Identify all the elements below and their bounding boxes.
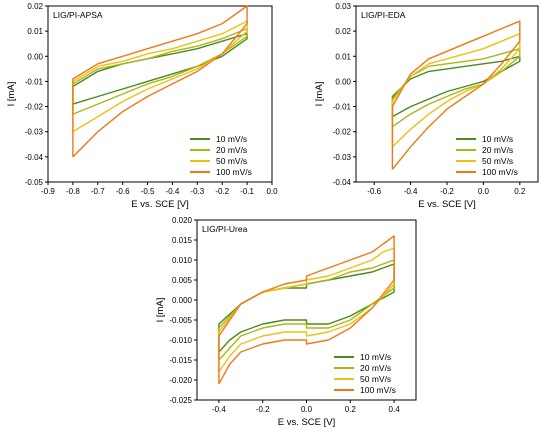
y-tick-label: 0.00 — [27, 52, 43, 61]
y-tick-label: 0.005 — [172, 276, 193, 285]
plot-area — [355, 5, 539, 183]
y-tick-label: 0.015 — [172, 236, 193, 245]
y-tick-label: -0.05 — [25, 178, 44, 187]
legend-label: 10 mV/s — [216, 134, 247, 144]
y-tick-label: 0.000 — [172, 296, 193, 305]
y-tick-label: 0.01 — [335, 52, 351, 61]
chart-panel-1: -0.9 -0.8 -0.7 -0.6 -0.5 -0.4 -0.3 -0.2 -0.1 0.0 -… — [6, 2, 278, 210]
chart-panel-3: -0.4 -0.2 0.0 0.2 0.4 -0.025 -0.020 -0.015 -0.01… — [155, 216, 417, 428]
y-axis-label: I [mA] — [6, 82, 17, 107]
y-tick-label: -0.025 — [169, 396, 192, 405]
x-tick-label: -0.2 — [215, 187, 229, 196]
panel-title: LIG/PI-EDA — [361, 10, 406, 20]
legend-label: 50 mV/s — [360, 374, 391, 384]
series-line-100-mv-s — [391, 20, 521, 170]
x-tick-label: -0.4 — [166, 187, 180, 196]
x-tick-label: 0.0 — [266, 187, 278, 196]
x-tick-label: -0.1 — [240, 187, 254, 196]
y-tick-label: 0.00 — [335, 77, 351, 86]
y-tick-label: -0.04 — [25, 153, 44, 162]
chart-panel-2: -0.6 -0.4 -0.2 0.0 0.2 -0.04 -0.03 -0.02 -0.01 0.… — [314, 2, 539, 210]
legend-label: 10 mV/s — [360, 352, 391, 362]
x-tick-label: -0.2 — [256, 405, 270, 414]
x-tick-label: -0.9 — [41, 187, 55, 196]
y-tick-label: -0.04 — [333, 178, 352, 187]
legend-label: 10 mV/s — [482, 134, 513, 144]
x-tick-label: -0.4 — [212, 405, 226, 414]
y-tick-label: -0.02 — [333, 128, 352, 137]
y-tick-label: 0.02 — [335, 27, 351, 36]
x-tick-label: -0.5 — [141, 187, 155, 196]
legend-label: 100 mV/s — [482, 167, 518, 177]
panel-title: LIG/PI-APSA — [53, 10, 103, 20]
legend-label: 50 mV/s — [482, 156, 513, 166]
y-tick-label: 0.03 — [335, 2, 351, 11]
y-tick-label: 0.01 — [27, 27, 43, 36]
x-tick-label: -0.6 — [116, 187, 130, 196]
y-tick-label: -0.005 — [169, 316, 192, 325]
x-tick-label: 0.2 — [345, 405, 357, 414]
x-axis-label: E vs. SCE [V] — [418, 199, 476, 210]
legend-label: 100 mV/s — [216, 167, 252, 177]
x-tick-label: -0.2 — [440, 187, 454, 196]
x-tick-label: -0.7 — [91, 187, 105, 196]
y-tick-label: -0.01 — [333, 103, 352, 112]
x-tick-label: -0.6 — [367, 187, 381, 196]
y-tick-label: -0.01 — [25, 77, 44, 86]
x-tick-label: -0.8 — [66, 187, 80, 196]
x-tick-label: -0.4 — [404, 187, 418, 196]
y-tick-label: -0.010 — [169, 336, 192, 345]
panel-title: LIG/PI-Urea — [202, 224, 248, 234]
y-tick-label: -0.03 — [333, 153, 352, 162]
x-tick-label: 0.2 — [514, 187, 526, 196]
y-tick-label: -0.020 — [169, 376, 192, 385]
legend-label: 20 mV/s — [360, 363, 391, 373]
x-tick-label: 0.4 — [389, 405, 401, 414]
y-tick-label: -0.03 — [25, 128, 44, 137]
x-axis-label: E vs. SCE [V] — [131, 199, 189, 210]
y-tick-label: -0.015 — [169, 356, 192, 365]
legend-label: 20 mV/s — [482, 145, 513, 155]
y-tick-label: -0.02 — [25, 103, 44, 112]
legend-label: 50 mV/s — [216, 156, 247, 166]
x-tick-label: -0.3 — [190, 187, 204, 196]
y-tick-label: 0.020 — [172, 216, 193, 225]
plot-area — [196, 219, 417, 401]
legend-label: 20 mV/s — [216, 145, 247, 155]
series-line-100-mv-s — [218, 235, 395, 385]
x-axis-label: E vs. SCE [V] — [278, 417, 336, 428]
y-axis-label: I [mA] — [314, 82, 325, 107]
plot-area — [47, 5, 273, 183]
y-tick-label: 0.02 — [27, 2, 43, 11]
x-tick-label: 0.0 — [478, 187, 490, 196]
y-axis-label: I [mA] — [155, 298, 166, 323]
legend-label: 100 mV/s — [360, 385, 396, 395]
series-line-100-mv-s — [72, 5, 248, 158]
x-tick-label: 0.0 — [301, 405, 313, 414]
y-tick-label: 0.010 — [172, 256, 193, 265]
